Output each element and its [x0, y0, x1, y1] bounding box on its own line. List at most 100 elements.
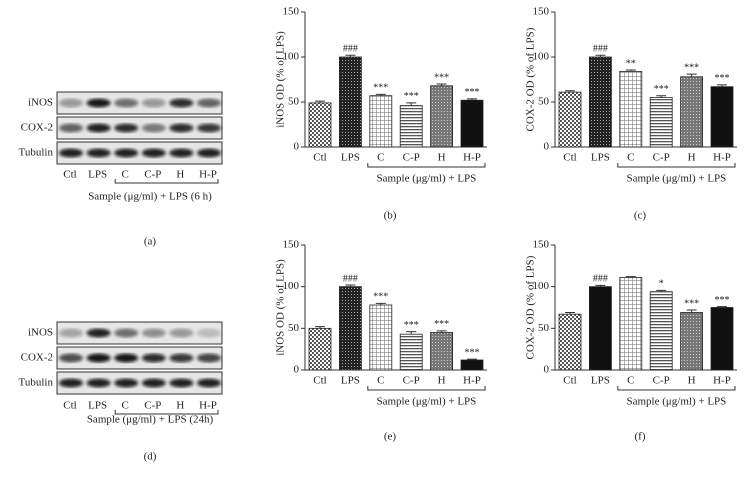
error-bar [656, 95, 667, 98]
error-bar [595, 54, 606, 57]
error-bar [406, 102, 417, 106]
bracket-label: Sample (μg/ml) + LPS [627, 396, 727, 408]
bracket-label: Sample (μg/ml) + LPS [377, 173, 477, 185]
x-tick-label: Ctl [563, 375, 576, 387]
blot-lane-label: H [176, 400, 184, 412]
blot-lane-label: Ctl [63, 400, 76, 412]
significance: *** [684, 298, 699, 309]
bar [649, 291, 673, 371]
significance: *** [434, 319, 449, 330]
y-tick-label: 50 [538, 96, 550, 108]
error-bar [467, 98, 477, 101]
x-tick-label: H-P [713, 375, 731, 387]
y-tick-label: 0 [544, 141, 550, 153]
error-bar [686, 73, 697, 77]
blot-lane-label: C [122, 169, 129, 181]
error-bar [656, 289, 667, 292]
panel-label: (e) [384, 431, 397, 443]
blot-row-label: iNOS [28, 327, 53, 339]
significance: ### [593, 274, 608, 285]
blot-band [197, 353, 221, 363]
blot-band [141, 328, 166, 338]
blot-band [114, 378, 139, 388]
bar [680, 76, 703, 148]
error-bar [375, 302, 386, 305]
blot-band [197, 378, 221, 388]
blot-band [141, 378, 166, 388]
y-tick-label: 150 [283, 239, 300, 251]
y-tick-label: 100 [283, 51, 300, 63]
bar [399, 105, 423, 148]
blot-band [141, 123, 166, 133]
y-tick-label: 150 [533, 6, 550, 18]
blot-row-label: COX-2 [21, 352, 53, 364]
significance: *** [684, 62, 699, 73]
panel-label: (b) [384, 210, 397, 222]
bar [710, 307, 734, 371]
y-tick-label: 100 [283, 280, 300, 292]
x-tick-label: LPS [591, 152, 610, 164]
error-bar [315, 326, 325, 329]
error-bar [717, 84, 727, 87]
x-tick-label: H-P [463, 152, 481, 164]
blot-strip [56, 371, 223, 395]
x-tick-label: H-P [463, 375, 481, 387]
blot-band [86, 123, 111, 133]
x-tick-label: LPS [341, 375, 360, 387]
x-tick-label: LPS [341, 152, 360, 164]
y-axis-label: COX-2 OD (% of LPS) [525, 27, 537, 131]
bracket [114, 410, 219, 415]
bar [460, 99, 484, 148]
bar [430, 332, 454, 371]
bracket-label: Sample (μg/ml) + LPS [627, 173, 727, 185]
x-tick-label: H-P [713, 152, 731, 164]
error-bar [625, 69, 636, 72]
bar [338, 56, 362, 148]
bar [558, 313, 582, 371]
blot-band [141, 148, 166, 158]
error-bar [717, 306, 727, 308]
blot-band [197, 148, 221, 158]
blot-band [114, 98, 139, 108]
x-tick-label: H [438, 375, 446, 387]
blot-band [59, 148, 83, 158]
blot-band [169, 123, 194, 133]
blot-strip [56, 91, 223, 115]
blot-lane-label: LPS [88, 169, 107, 181]
blot-row-label: iNOS [28, 97, 53, 109]
y-tick-label: 150 [533, 239, 550, 251]
bar [308, 327, 332, 371]
y-tick-label: 50 [288, 322, 300, 334]
y-axis-label: COX-2 OD (% of LPS) [525, 255, 537, 359]
bar [369, 95, 393, 148]
blot-band [59, 98, 83, 108]
blot-band [59, 353, 83, 363]
x-tick-label: C-P [653, 375, 670, 387]
significance: ** [626, 58, 636, 69]
blot-band [197, 98, 221, 108]
significance: ### [343, 43, 358, 54]
significance: *** [465, 87, 480, 98]
blot-lane-label: H [176, 169, 184, 181]
error-bar [406, 331, 417, 335]
error-bar [595, 284, 606, 287]
blot-band [59, 378, 83, 388]
bar [460, 359, 484, 371]
bar [430, 85, 454, 148]
bracket-label: Sample (μg/ml) + LPS (6 h) [88, 191, 212, 203]
x-tick-label: Ctl [313, 375, 326, 387]
blot-lane-label: C-P [144, 400, 161, 412]
x-tick-label: C-P [653, 152, 670, 164]
significance: *** [373, 292, 388, 303]
bracket [367, 163, 486, 168]
bar [558, 91, 582, 148]
error-bar [565, 90, 575, 93]
bar [399, 333, 423, 371]
blot-band [169, 98, 194, 108]
x-tick-label: H [688, 375, 696, 387]
bracket [114, 179, 219, 184]
significance: ### [343, 273, 358, 284]
bar [710, 86, 734, 148]
